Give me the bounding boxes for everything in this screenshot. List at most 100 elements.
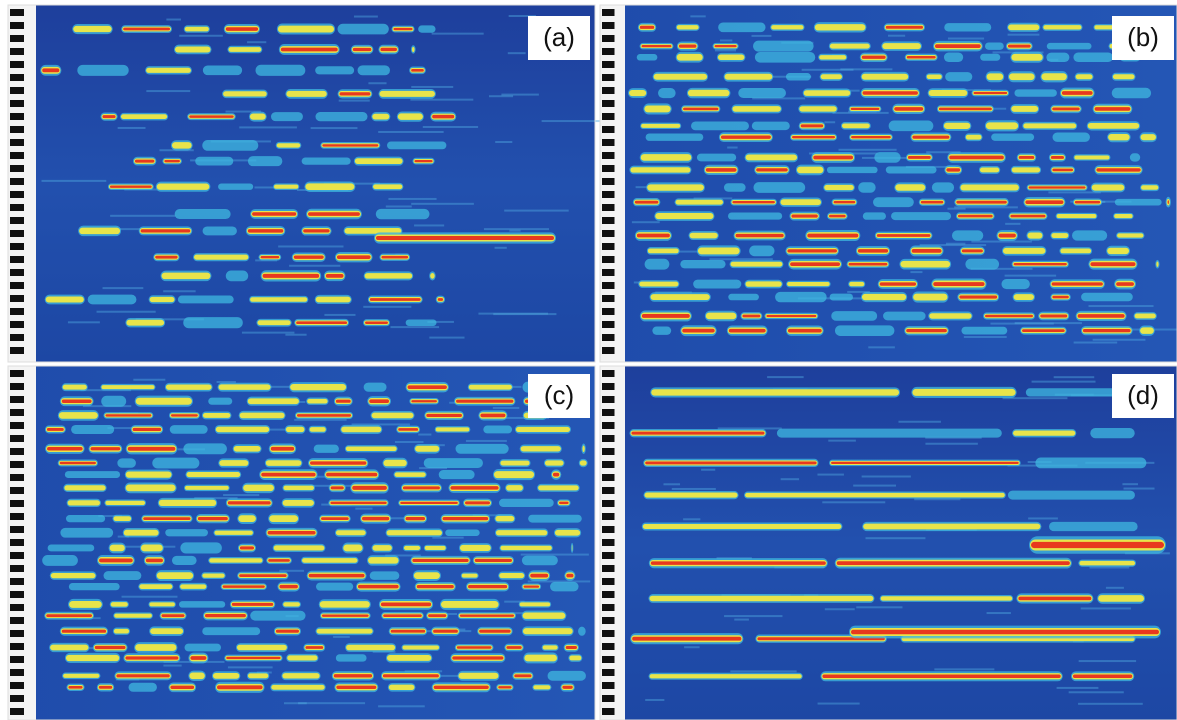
noise-streak xyxy=(717,427,782,430)
black-key xyxy=(10,370,24,377)
note-streak xyxy=(1117,233,1144,238)
noise-streak xyxy=(925,442,978,445)
note-streak xyxy=(169,425,208,434)
note-streak xyxy=(829,214,846,218)
noise-streak xyxy=(1056,686,1099,689)
note-streak xyxy=(920,200,944,204)
note-streak xyxy=(985,314,1033,318)
black-key xyxy=(602,217,615,224)
note-streak xyxy=(1056,214,1097,219)
note-streak xyxy=(796,166,824,174)
note-streak xyxy=(1046,52,1070,62)
note-streak xyxy=(243,484,274,492)
note-streak xyxy=(998,233,1016,238)
note-streak xyxy=(951,230,984,241)
noise-streak xyxy=(1122,483,1138,486)
black-key xyxy=(602,630,615,637)
note-streak xyxy=(895,184,926,191)
note-streak xyxy=(222,585,265,588)
note-streak xyxy=(67,500,100,506)
note-streak xyxy=(73,25,112,33)
note-streak xyxy=(274,184,299,189)
noise-streak xyxy=(1105,586,1124,589)
note-streak xyxy=(209,558,263,563)
note-streak xyxy=(371,412,414,419)
note-streak xyxy=(1018,155,1035,159)
note-streak xyxy=(524,654,558,662)
noise-streak xyxy=(1078,702,1143,705)
black-key xyxy=(10,256,24,263)
note-streak xyxy=(335,399,351,403)
note-streak xyxy=(105,500,146,505)
black-key xyxy=(10,269,24,276)
note-streak xyxy=(522,612,566,619)
noise-streak xyxy=(1031,380,1096,383)
note-streak xyxy=(913,293,948,301)
black-key xyxy=(10,74,24,81)
note-streak xyxy=(322,144,379,147)
note-streak xyxy=(219,460,249,466)
note-streak xyxy=(363,382,387,392)
note-streak xyxy=(682,328,715,333)
note-streak xyxy=(286,90,327,97)
label-box xyxy=(1112,16,1174,60)
note-streak xyxy=(194,254,249,260)
note-streak xyxy=(184,26,209,32)
note-streak xyxy=(145,558,163,563)
note-streak xyxy=(458,672,499,679)
note-streak xyxy=(79,227,121,235)
black-key xyxy=(10,113,24,120)
note-streak xyxy=(252,212,297,216)
note-streak xyxy=(265,460,302,466)
note-streak xyxy=(202,65,243,76)
note-streak xyxy=(1072,674,1133,678)
note-streak xyxy=(352,47,372,52)
note-streak xyxy=(676,53,703,61)
note-streak xyxy=(402,486,440,490)
noise-streak xyxy=(465,439,507,442)
black-key xyxy=(10,126,24,133)
note-streak xyxy=(412,558,469,563)
note-streak xyxy=(208,397,233,405)
note-streak xyxy=(720,135,771,139)
panel-border xyxy=(599,4,1177,363)
note-streak xyxy=(225,270,249,282)
noise-streak xyxy=(509,229,521,232)
note-streak xyxy=(1018,596,1092,601)
note-streak xyxy=(562,685,573,689)
noise-streak xyxy=(194,497,238,500)
note-streak xyxy=(696,153,737,162)
note-streak xyxy=(1007,490,1135,500)
note-streak xyxy=(1079,560,1136,566)
noise-streak xyxy=(663,483,681,486)
note-streak xyxy=(1074,200,1101,204)
note-streak xyxy=(231,602,274,606)
noise-streak xyxy=(427,320,454,323)
note-streak xyxy=(1025,388,1133,397)
note-streak xyxy=(649,595,874,602)
note-streak xyxy=(1081,292,1133,302)
panel-label: (d) xyxy=(1127,380,1159,410)
note-streak xyxy=(268,559,290,562)
note-streak xyxy=(1035,457,1147,469)
note-streak xyxy=(819,55,847,60)
note-streak xyxy=(102,115,116,119)
note-streak xyxy=(943,122,971,129)
spectrogram-panel xyxy=(599,365,1177,720)
note-streak xyxy=(826,166,878,174)
note-streak xyxy=(283,602,300,607)
note-streak xyxy=(834,325,895,336)
note-streak xyxy=(357,65,390,76)
note-streak xyxy=(1022,329,1065,333)
note-streak xyxy=(566,573,574,578)
note-streak xyxy=(973,91,1008,95)
note-streak xyxy=(1061,91,1093,95)
noise-streak xyxy=(934,668,995,671)
note-streak xyxy=(645,461,817,465)
note-streak xyxy=(202,627,261,636)
black-key xyxy=(10,396,24,403)
note-streak xyxy=(215,426,270,433)
note-streak xyxy=(339,92,371,96)
note-streak xyxy=(689,232,718,239)
